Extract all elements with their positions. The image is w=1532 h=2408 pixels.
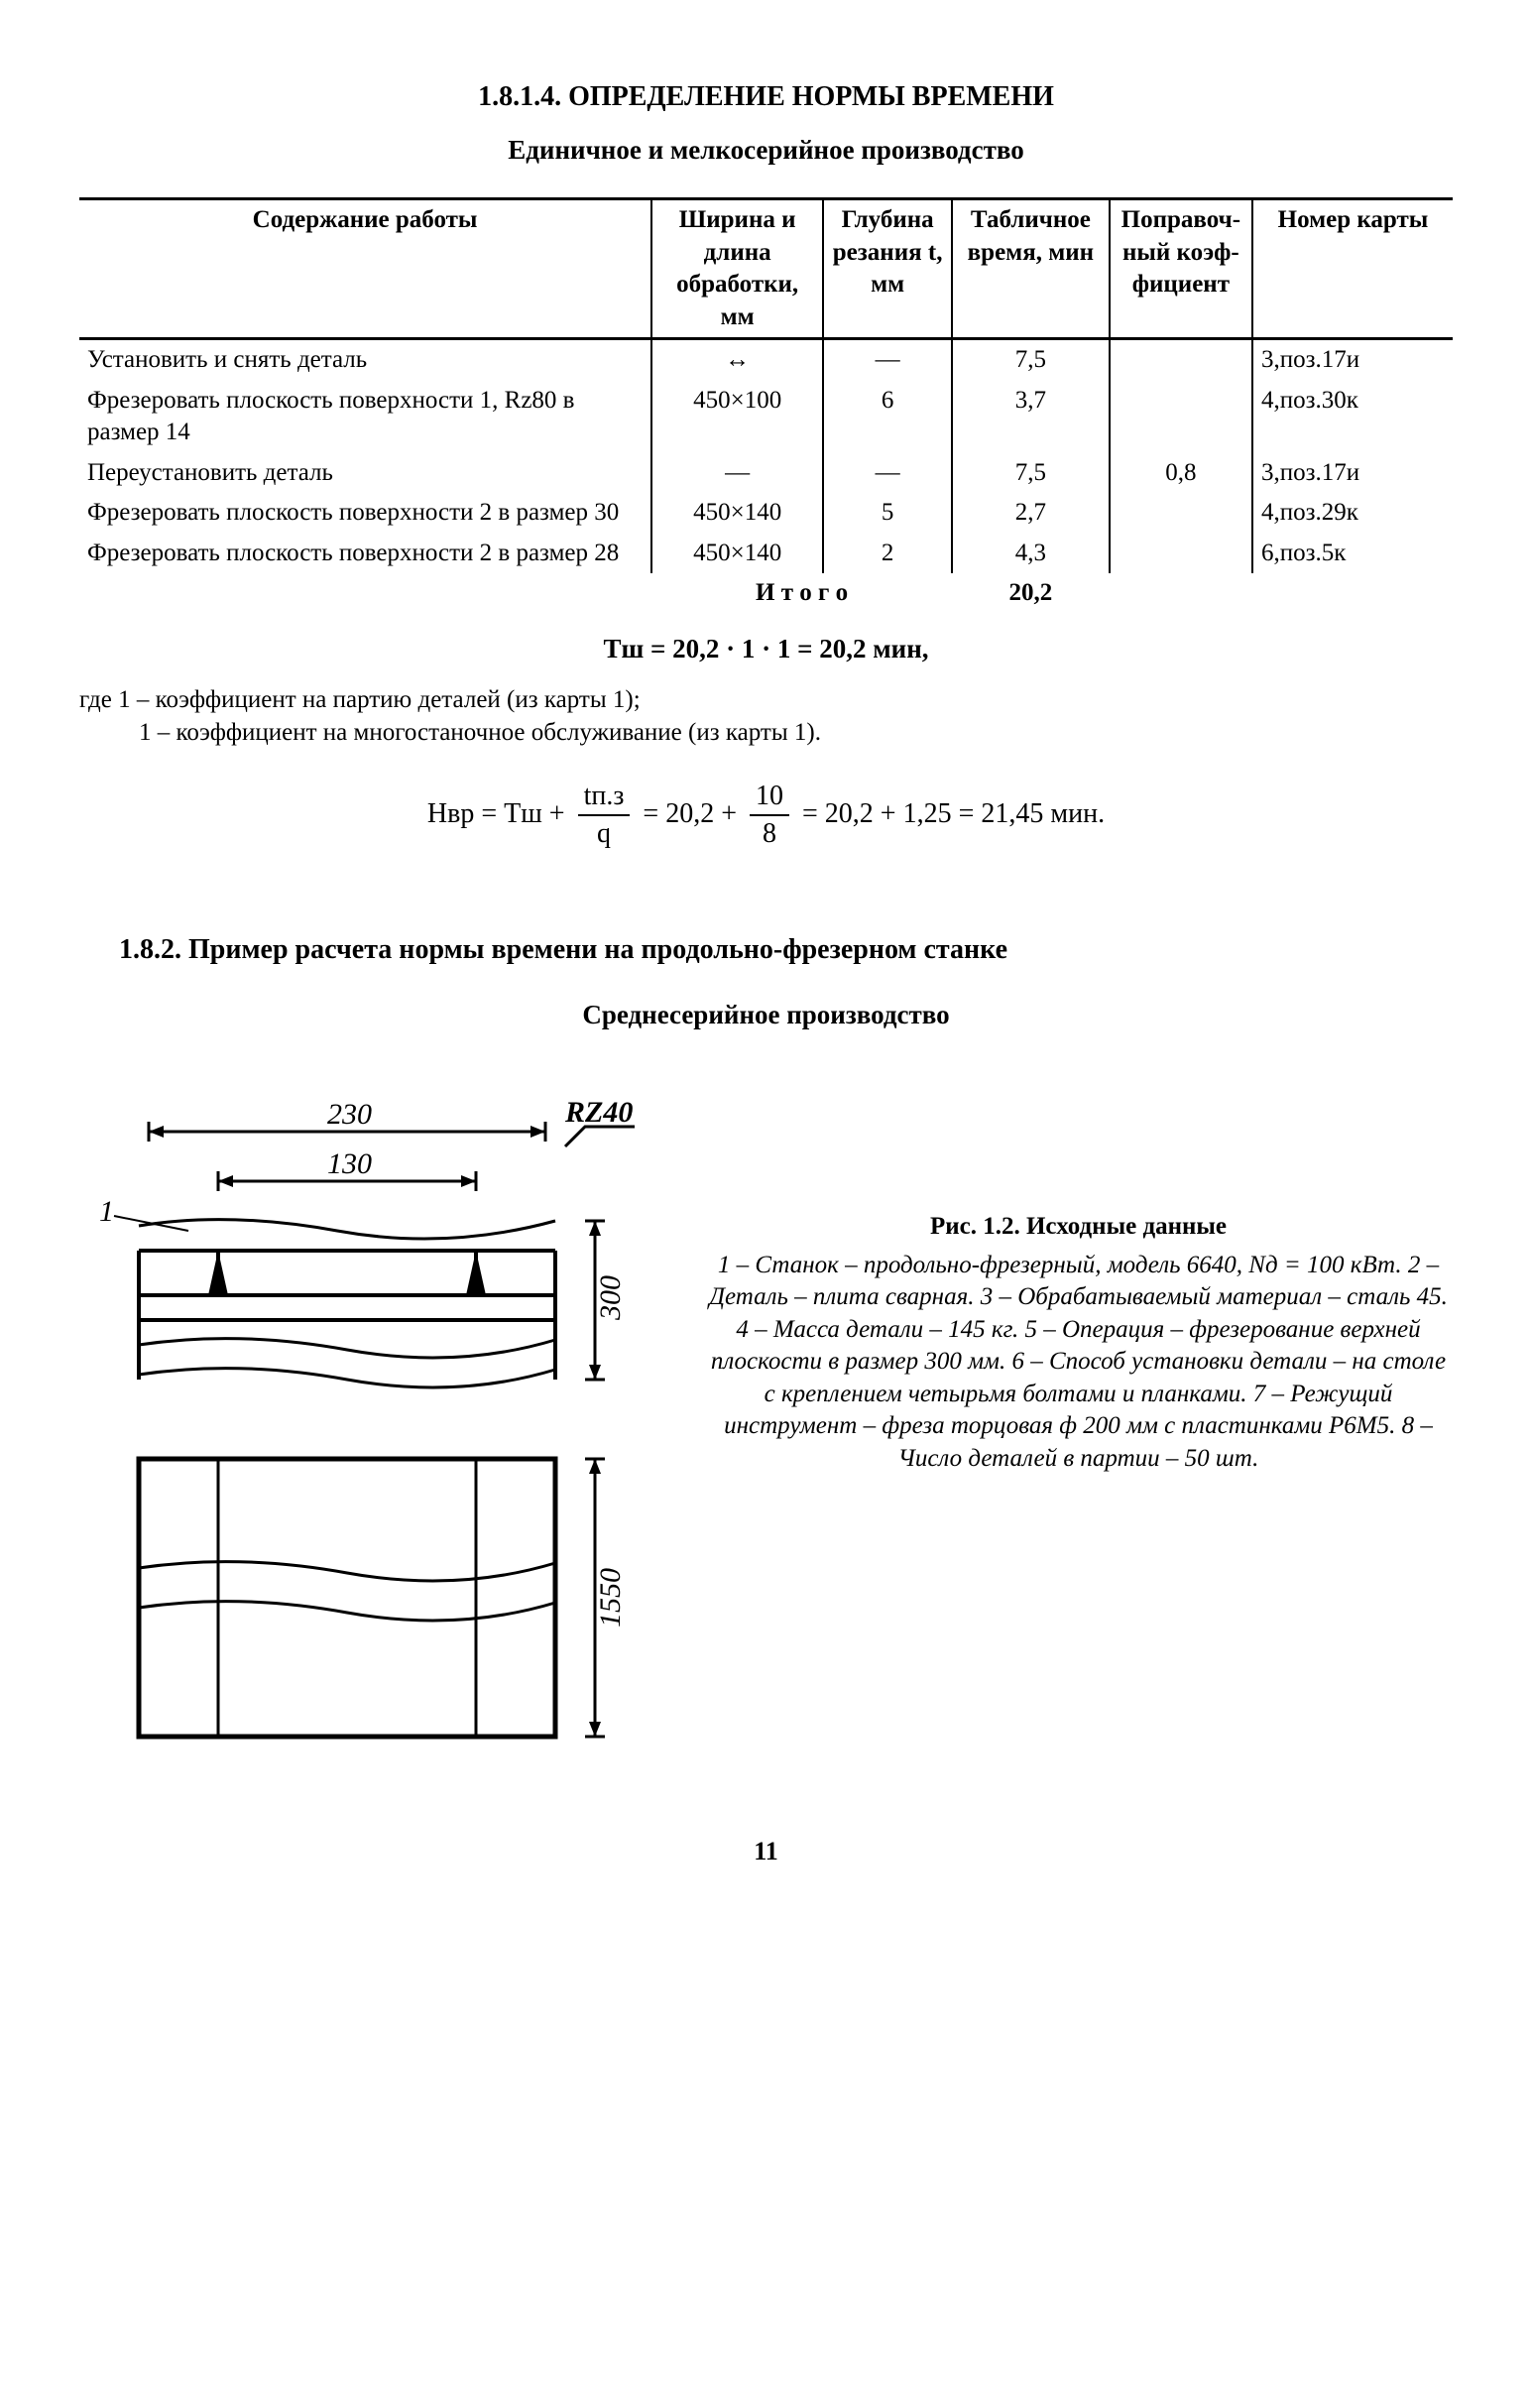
itogo-value: 20,2 xyxy=(952,573,1110,614)
notes-block: где 1 – коэффициент на партию деталей (и… xyxy=(79,684,1453,749)
tech-drawing-icon: 230 RZ40 130 1 xyxy=(79,1092,674,1786)
dim-1550: 1550 xyxy=(594,1568,627,1627)
dim-300: 300 xyxy=(594,1275,627,1321)
equation-hvr: Нвр = Тш + tп.з q = 20,2 + 10 8 = 20,2 +… xyxy=(79,779,1453,853)
figure-row: 230 RZ40 130 1 xyxy=(79,1092,1453,1795)
dim-230: 230 xyxy=(327,1098,372,1131)
table-row: Переустановить деталь — — 7,5 0,8 3,поз.… xyxy=(79,453,1453,494)
col-card: Номер карты xyxy=(1252,199,1453,339)
rz40-label: RZ40 xyxy=(564,1096,633,1129)
page-number: 11 xyxy=(79,1835,1453,1868)
figure-drawing: 230 RZ40 130 1 xyxy=(79,1092,674,1795)
table-row: Фрезеровать плоскость поверхности 1, Rz8… xyxy=(79,381,1453,453)
table-total-row: И т о г о 20,2 xyxy=(79,573,1453,614)
label-1: 1 xyxy=(99,1195,114,1228)
col-work: Содержание работы xyxy=(79,199,651,339)
itogo-label: И т о г о xyxy=(651,573,952,614)
table-row: Фрезеровать плоскость поверхности 2 в ра… xyxy=(79,534,1453,574)
heading-2: 1.8.2. Пример расчета нормы времени на п… xyxy=(119,932,1453,968)
heading-1-sub: Единичное и мелкосерийное производство xyxy=(79,133,1453,168)
table-row: Фрезеровать плоскость поверхности 2 в ра… xyxy=(79,493,1453,534)
equation-tsh: Тш = 20,2 · 1 · 1 = 20,2 мин, xyxy=(79,632,1453,666)
table-row: Установить и снять деталь ↔ — 7,5 3,поз.… xyxy=(79,339,1453,381)
time-norm-table: Содержание работы Ширина и длина обработ… xyxy=(79,197,1453,614)
fraction-2: 10 8 xyxy=(750,779,789,853)
figure-caption-title: Рис. 1.2. Исходные данные xyxy=(704,1211,1453,1244)
heading-1: 1.8.1.4. ОПРЕДЕЛЕНИЕ НОРМЫ ВРЕМЕНИ xyxy=(79,79,1453,115)
notes-prefix: где xyxy=(79,686,112,713)
col-dim: Ширина и длина обработ­ки, мм xyxy=(651,199,823,339)
col-coef: По­пра­воч­ный коэф­фици­ент xyxy=(1110,199,1252,339)
heading-2-sub: Среднесерийное производство xyxy=(79,998,1453,1032)
col-time: Таблич­ное вре­мя, мин xyxy=(952,199,1110,339)
figure-caption: Рис. 1.2. Исходные данные 1 – Станок – п… xyxy=(704,1092,1453,1475)
note-2: 1 – коэффициент на многостаночное обслуж… xyxy=(79,717,1453,750)
figure-caption-body: 1 – Станок – продольно-фрезерный, модель… xyxy=(709,1252,1448,1472)
fraction-1: tп.з q xyxy=(578,779,631,853)
note-1: 1 – коэффициент на партию деталей (из ка… xyxy=(118,686,641,713)
col-depth: Глу­бина реза­ния t, мм xyxy=(823,199,952,339)
dim-130: 130 xyxy=(327,1147,372,1180)
